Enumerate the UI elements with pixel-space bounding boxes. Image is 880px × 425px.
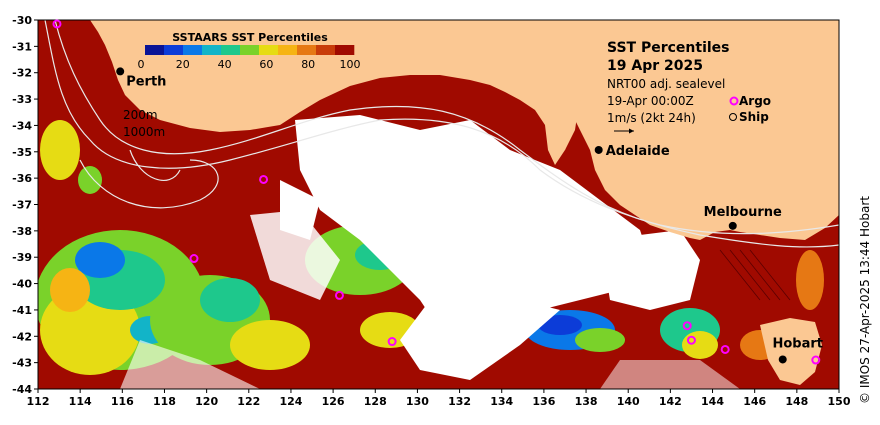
city-dot: [728, 221, 737, 230]
argo-float-marker: [334, 290, 344, 300]
x-tick-label: 144: [701, 395, 724, 408]
velocity-arrow-head: [629, 128, 634, 134]
colorbar-tick-label: 40: [218, 58, 232, 71]
velocity-label: 1m/s (2kt 24h): [607, 111, 696, 125]
y-tick-label: -33: [12, 93, 32, 106]
city-dot: [778, 355, 787, 364]
colorbar-segment: [278, 45, 298, 55]
imos-credit: © IMOS 27-Apr-2025 13:44 Hobart: [858, 196, 872, 404]
y-tick-label: -39: [12, 251, 32, 264]
y-axis-ticks: -30 -31 -32 -33 -34 -35 -36 -37 -38 -39 -40 -41 -42 -…: [12, 14, 38, 396]
time-label: 19-Apr 00:00Z: [607, 94, 694, 108]
map-date: 19 Apr 2025: [607, 58, 703, 74]
colorbar-tick-label: 0: [138, 58, 145, 71]
x-tick-label: 132: [448, 395, 471, 408]
y-tick-label: -35: [12, 146, 32, 159]
x-tick-label: 150: [828, 395, 851, 408]
colorbar-segment: [240, 45, 260, 55]
argo-float-marker: [720, 344, 730, 354]
x-tick-label: 146: [743, 395, 766, 408]
bathymetry-contours: [44, 20, 839, 248]
argo-float-marker: [259, 174, 269, 184]
colorbar-segment: [221, 45, 241, 55]
colorbar-segment: [316, 45, 336, 55]
x-tick-label: 112: [27, 395, 50, 408]
argo-floats: [52, 19, 821, 365]
x-tick-label: 148: [785, 395, 808, 408]
y-tick-label: -31: [12, 40, 32, 53]
colorbar-tick-label: 60: [259, 58, 273, 71]
y-tick-label: -37: [12, 199, 32, 212]
x-tick-label: 116: [111, 395, 134, 408]
x-tick-label: 114: [69, 395, 92, 408]
x-tick-label: 126: [322, 395, 345, 408]
city-markers: Perth Adelaide Melbourne Hobart: [116, 67, 823, 364]
colorbar-segment: [164, 45, 184, 55]
argo-float-marker: [52, 19, 62, 29]
argo-float-marker: [189, 254, 199, 264]
y-tick-label: -42: [12, 330, 32, 343]
x-tick-label: 124: [279, 395, 302, 408]
argo-legend-label: Argo: [739, 94, 771, 108]
y-tick-label: -43: [12, 357, 32, 370]
colorbar-segment: [297, 45, 317, 55]
bass-strait-hatch: [719, 249, 791, 301]
x-axis-ticks: 112 114 116 118 120 122 124 126 128 130 132 134 136 1…: [27, 389, 851, 408]
argo-legend-icon: [729, 96, 739, 106]
y-tick-label: -32: [12, 67, 32, 80]
sst-anomaly-patches: [38, 120, 824, 375]
x-tick-label: 134: [490, 395, 513, 408]
x-tick-label: 130: [406, 395, 429, 408]
colorbar-segment: [259, 45, 279, 55]
argo-float-marker: [686, 335, 696, 345]
colorbar-title: SSTAARS SST Percentiles: [172, 31, 328, 44]
city-dot: [594, 145, 603, 154]
city-dot: [116, 67, 125, 76]
x-tick-label: 138: [575, 395, 598, 408]
depth-label-200m: 200m: [123, 108, 158, 122]
argo-float-marker: [682, 321, 692, 331]
city-label: Melbourne: [704, 205, 782, 220]
x-tick-label: 122: [237, 395, 260, 408]
colorbar-segment: [183, 45, 203, 55]
colorbar-segment: [335, 45, 355, 55]
x-tick-label: 142: [659, 395, 682, 408]
x-tick-label: 120: [195, 395, 218, 408]
x-tick-label: 118: [153, 395, 176, 408]
ship-legend-label: Ship: [739, 110, 769, 124]
y-tick-label: -36: [12, 172, 32, 185]
city-label: Hobart: [772, 336, 823, 351]
city-label: Adelaide: [606, 144, 670, 159]
colorbar-tick-label: 80: [301, 58, 315, 71]
argo-float-marker: [387, 337, 397, 347]
y-tick-label: -44: [12, 383, 32, 396]
product-label: NRT00 adj. sealevel: [607, 77, 725, 91]
colorbar-tick-label: 20: [176, 58, 190, 71]
colorbar-segment: [202, 45, 222, 55]
y-tick-label: -40: [12, 278, 32, 291]
argo-float-marker: [811, 355, 821, 365]
colorbar-legend: SSTAARS SST Percentiles 0 20 40 60 80 100: [138, 31, 361, 71]
y-tick-label: -38: [12, 225, 32, 238]
x-tick-label: 136: [532, 395, 555, 408]
ship-legend-icon: [729, 113, 737, 121]
x-tick-label: 140: [617, 395, 640, 408]
map-title: SST Percentiles: [607, 40, 730, 56]
title-block: SST Percentiles 19 Apr 2025 NRT00 adj. s…: [607, 40, 771, 134]
no-data-regions: [120, 115, 740, 389]
y-tick-label: -30: [12, 14, 32, 27]
land-mass: [90, 20, 839, 385]
y-tick-label: -34: [12, 119, 32, 132]
x-tick-label: 128: [364, 395, 387, 408]
depth-label-1000m: 1000m: [123, 125, 165, 139]
city-label: Perth: [126, 74, 166, 89]
y-tick-label: -41: [12, 304, 32, 317]
colorbar-tick-label: 100: [340, 58, 361, 71]
colorbar-segment: [145, 45, 165, 55]
